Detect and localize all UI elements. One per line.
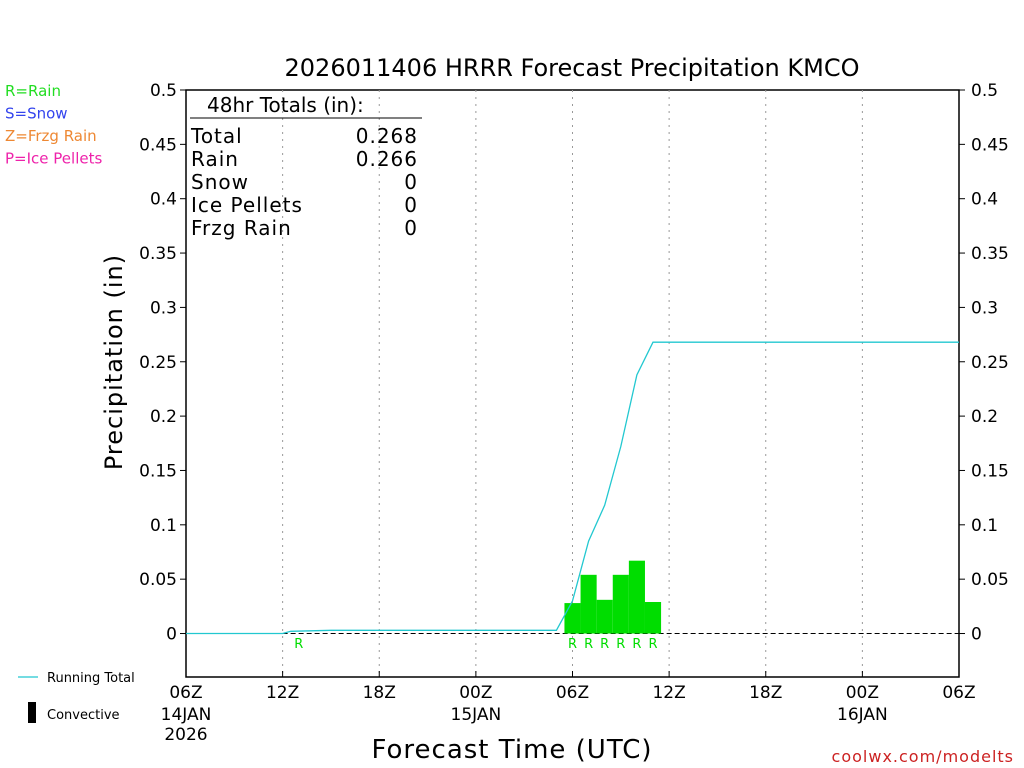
y-tick-label: 0.25 — [139, 353, 177, 373]
totals-rows: Total 0.268 Rain 0.266 Snow 0 Ice Pellets 0 Frzg… — [190, 124, 418, 240]
y-axis-left: 0 0.05 0.1 0.15 0.2 0.25 0.3 0.35 0.4 0.45 0.5 — [139, 81, 186, 645]
precip-type-legend: R=Rain S=Snow Z=Frzg Rain P=Ice Pellets — [5, 82, 102, 168]
totals-row-label: Ice Pellets — [191, 193, 303, 217]
x-tick-label: 18Z — [363, 683, 396, 703]
totals-box: 48hr Totals (in): Total 0.268 Rain 0.266 Sno… — [190, 93, 422, 240]
rain-bar — [644, 601, 662, 634]
rain-bar — [580, 574, 597, 634]
x-tick-date-label: 14JAN — [161, 705, 212, 725]
totals-row-label: Snow — [191, 170, 249, 194]
y-tick-label: 0.05 — [971, 570, 1009, 590]
ptype-marker: R — [648, 637, 657, 652]
y-tick-label: 0.45 — [971, 135, 1009, 155]
y-tick-label: 0.2 — [150, 407, 177, 427]
rain-bar — [564, 603, 581, 634]
ptype-legend-item: S=Snow — [5, 105, 68, 123]
y-tick-label: 0.35 — [971, 244, 1009, 264]
y-tick-label: 0.1 — [150, 516, 177, 536]
y-tick-label: 0.35 — [139, 244, 177, 264]
ptype-marker: R — [632, 637, 641, 652]
y-tick-label: 0.15 — [139, 461, 177, 481]
ptype-legend-item: P=Ice Pellets — [5, 150, 102, 168]
ptype-marker: R — [600, 637, 609, 652]
totals-row-value: 0 — [404, 170, 418, 194]
x-tick-date-label: 15JAN — [451, 705, 502, 725]
x-tick-label: 12Z — [652, 683, 685, 703]
y-tick-label: 0.5 — [971, 81, 998, 101]
ptype-legend-item: Z=Frzg Rain — [5, 127, 97, 145]
ptype-marker: R — [616, 637, 625, 652]
totals-row-value: 0 — [404, 193, 418, 217]
running-total-legend-label: Running Total — [47, 671, 135, 686]
x-tick-label: 12Z — [266, 683, 299, 703]
convective-legend-swatch — [28, 702, 36, 723]
totals-row-value: 0.266 — [356, 147, 418, 171]
ptype-marker: R — [584, 637, 593, 652]
y-tick-label: 0 — [971, 625, 982, 645]
totals-row-label: Rain — [191, 147, 239, 171]
rain-bar — [596, 599, 613, 634]
chart-title: 2026011406 HRRR Forecast Precipitation K… — [285, 54, 860, 82]
ptype-marker: R — [568, 637, 577, 652]
x-tick-label: 06Z — [556, 683, 589, 703]
y-tick-label: 0.4 — [971, 190, 998, 210]
y-tick-label: 0.2 — [971, 407, 998, 427]
series-legend: Running Total Convective — [18, 671, 135, 723]
y-tick-label: 0.3 — [971, 298, 998, 318]
x-tick-label: 18Z — [749, 683, 782, 703]
x-tick-label: 00Z — [846, 683, 879, 703]
totals-row-label: Frzg Rain — [191, 216, 292, 240]
credit-text: coolwx.com/modelts — [832, 747, 1014, 766]
y-tick-label: 0.15 — [971, 461, 1009, 481]
rain-bar — [612, 574, 629, 634]
x-tick-label: 00Z — [459, 683, 492, 703]
vertical-gridlines — [282, 90, 863, 677]
y-tick-label: 0.1 — [971, 516, 998, 536]
y-tick-label: 0.05 — [139, 570, 177, 590]
x-axis-label: Forecast Time (UTC) — [371, 735, 652, 765]
totals-header: 48hr Totals (in): — [207, 93, 364, 117]
x-tick-date-label: 16JAN — [837, 705, 888, 725]
x-tick-label: 06Z — [942, 683, 975, 703]
y-tick-label: 0.45 — [139, 135, 177, 155]
y-tick-label: 0 — [166, 625, 177, 645]
hourly-rain-bars — [564, 560, 662, 634]
y-tick-label: 0.4 — [150, 190, 177, 210]
ptype-legend-item: R=Rain — [5, 82, 61, 100]
ptype-marker: R — [294, 637, 303, 652]
x-tick-label: 06Z — [169, 683, 202, 703]
convective-legend-label: Convective — [47, 708, 120, 723]
totals-row-value: 0 — [404, 216, 418, 240]
y-tick-label: 0.25 — [971, 353, 1009, 373]
totals-row-value: 0.268 — [356, 124, 418, 148]
rain-bar — [628, 560, 645, 634]
y-axis-right: 0 0.05 0.1 0.15 0.2 0.25 0.3 0.35 0.4 0.45 0.5 — [959, 81, 1009, 645]
x-tick-date-label: 2026 — [164, 725, 207, 745]
totals-row-label: Total — [190, 124, 243, 148]
y-tick-label: 0.3 — [150, 298, 177, 318]
running-total-line — [186, 341, 959, 635]
y-tick-label: 0.5 — [150, 81, 177, 101]
y-axis-label: Precipitation (in) — [100, 254, 128, 470]
